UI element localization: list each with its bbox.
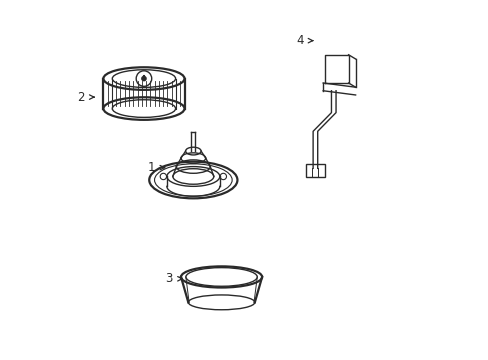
Circle shape: [142, 76, 146, 81]
Text: 3: 3: [165, 272, 173, 285]
Text: 4: 4: [295, 34, 303, 47]
Bar: [305, 164, 324, 177]
Text: 2: 2: [77, 91, 84, 104]
Text: 1: 1: [147, 161, 155, 174]
